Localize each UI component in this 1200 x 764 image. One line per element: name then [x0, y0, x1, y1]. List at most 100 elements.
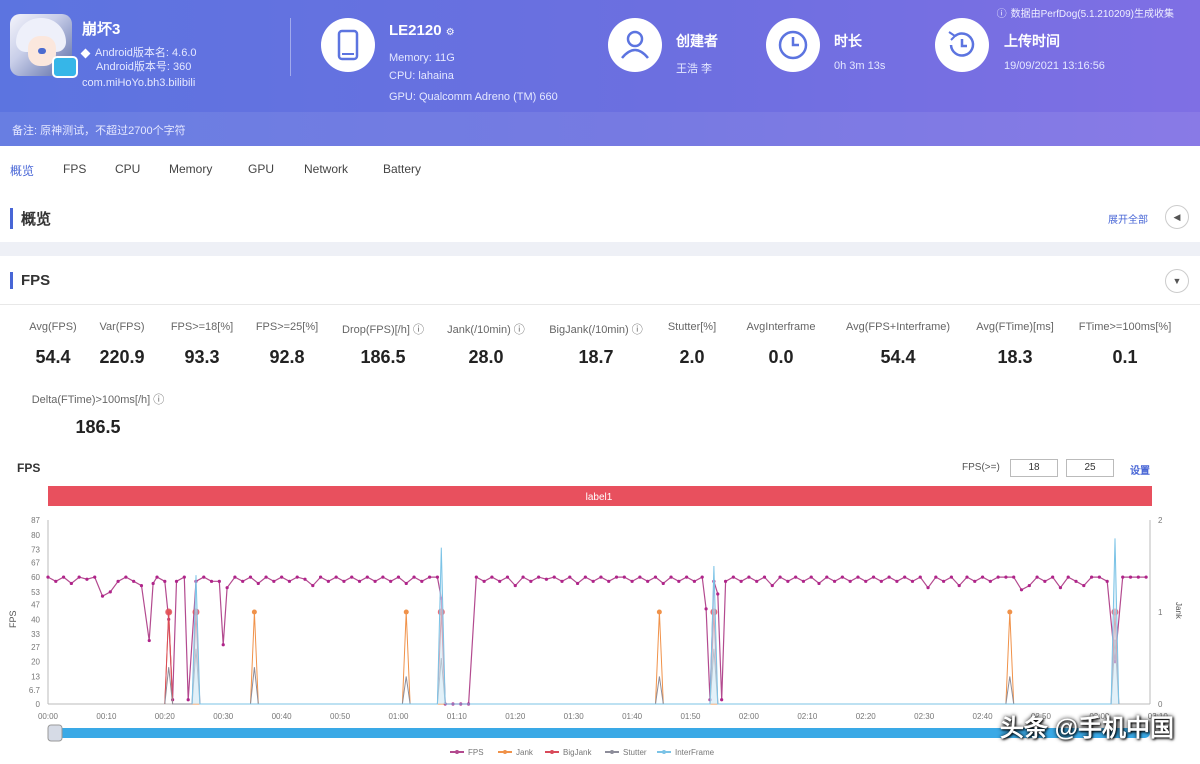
fps-point [350, 575, 354, 579]
fps-point [69, 581, 73, 586]
fps-point [965, 575, 969, 579]
x-tick-label: 03:00 [1089, 712, 1110, 721]
fps-point [692, 579, 697, 583]
fps-point [731, 575, 735, 579]
y-tick-label: 13 [31, 673, 40, 682]
overview-toggle-button[interactable]: ◀ [1165, 205, 1189, 229]
x-tick-label: 03:10 [1148, 712, 1169, 721]
fps-point [895, 579, 899, 583]
fps-point [241, 579, 245, 583]
x-tick-label: 00:30 [213, 712, 234, 721]
fps-point [85, 577, 89, 581]
fps-point [871, 575, 876, 579]
metric-label: Avg(FPS) [29, 321, 77, 333]
metric-value: 0.0 [768, 347, 794, 367]
fps-point [404, 581, 408, 586]
fps-point [677, 579, 681, 583]
tab-battery[interactable]: Battery [383, 162, 422, 176]
history-icon [935, 18, 989, 72]
bigjank-marker [165, 608, 173, 616]
fps-toggle-button[interactable]: ▼ [1165, 269, 1189, 293]
fps-point [389, 579, 393, 583]
metric-value: 0.1 [1112, 347, 1138, 367]
tab-memory[interactable]: Memory [169, 162, 213, 176]
fps-point [202, 575, 206, 579]
fps-point [1136, 575, 1140, 579]
app-icon [10, 14, 72, 76]
fps-point [1066, 575, 1070, 579]
tab-gpu[interactable]: GPU [248, 162, 275, 176]
android-code: Android版本号: 360 [96, 61, 192, 73]
fps-point [272, 579, 276, 583]
fps-point [607, 579, 611, 583]
fps-point [151, 581, 155, 586]
legend-swatch-dot [455, 750, 459, 754]
metric-label: AvgInterframe [746, 321, 816, 333]
fps-point [334, 575, 338, 579]
fps-point [942, 579, 946, 583]
x-tick-label: 02:30 [914, 712, 935, 721]
metric-value: 54.4 [880, 347, 916, 367]
fps-point [248, 575, 253, 579]
jank-marker [251, 609, 257, 615]
device-model: LE2120 ⚙ [389, 22, 455, 39]
fps-point [704, 607, 708, 611]
y-tick-label: 67 [31, 558, 40, 567]
x-tick-label: 02:20 [856, 712, 877, 721]
fps-point [1027, 583, 1031, 588]
fps-point [1019, 588, 1024, 592]
fps-point [720, 698, 724, 702]
fps-point [311, 583, 315, 588]
tab-overview[interactable]: 概览 [10, 164, 35, 178]
fps-point [233, 575, 237, 579]
fps-point [482, 579, 486, 583]
fps-point [116, 579, 120, 583]
fps-point [817, 581, 821, 586]
fps-point [124, 575, 128, 579]
y-tick-label: 80 [31, 531, 40, 540]
label-band-text: label1 [586, 492, 613, 503]
fps-point [108, 590, 112, 594]
fps-point [949, 575, 954, 579]
y-tick-label: 6.7 [29, 686, 41, 695]
tab-fps[interactable]: FPS [63, 162, 87, 176]
x-tick-label: 01:40 [622, 712, 643, 721]
creator-value: 王浩 李 [676, 63, 713, 75]
apply-threshold-button[interactable]: 设置 [1130, 466, 1150, 477]
fps-point [77, 575, 81, 579]
fps-point [217, 579, 221, 583]
fps-point [303, 577, 307, 581]
fps-point [132, 579, 136, 583]
section-divider [0, 304, 1200, 305]
fps-point [428, 575, 432, 579]
fps-point [100, 594, 105, 598]
fps-point [755, 579, 759, 583]
fps-point [365, 575, 369, 579]
device-memory: Memory: 11G [389, 52, 455, 64]
y-tick-label: 47 [31, 601, 40, 610]
slider-handle[interactable] [47, 724, 63, 742]
fps-point [1051, 575, 1055, 579]
legend-entry: Jank [516, 748, 534, 757]
fps-card: FPS ▼ [0, 256, 1200, 764]
fps-point [552, 575, 556, 579]
tab-cpu[interactable]: CPU [115, 162, 141, 176]
metric-label: Avg(FTime)[ms] [976, 321, 1054, 333]
legend-swatch-dot [550, 750, 554, 754]
expand-all-link[interactable]: 展开全部 [1108, 215, 1148, 226]
fps-threshold-input-2[interactable]: 25 [1066, 459, 1114, 477]
fps-point [988, 579, 992, 583]
clock-icon [766, 18, 820, 72]
label-band [48, 486, 1152, 506]
fps-point [381, 575, 385, 579]
y-tick-label: 33 [31, 630, 40, 639]
fps-point [770, 583, 774, 588]
fps-point [280, 575, 284, 579]
fps-point [1058, 586, 1063, 590]
fps-point [412, 575, 416, 579]
legend-entry: Stutter [623, 748, 647, 757]
fps-point [544, 577, 549, 581]
tab-network[interactable]: Network [304, 162, 349, 176]
fps-threshold-input-1[interactable]: 18 [1010, 459, 1058, 477]
